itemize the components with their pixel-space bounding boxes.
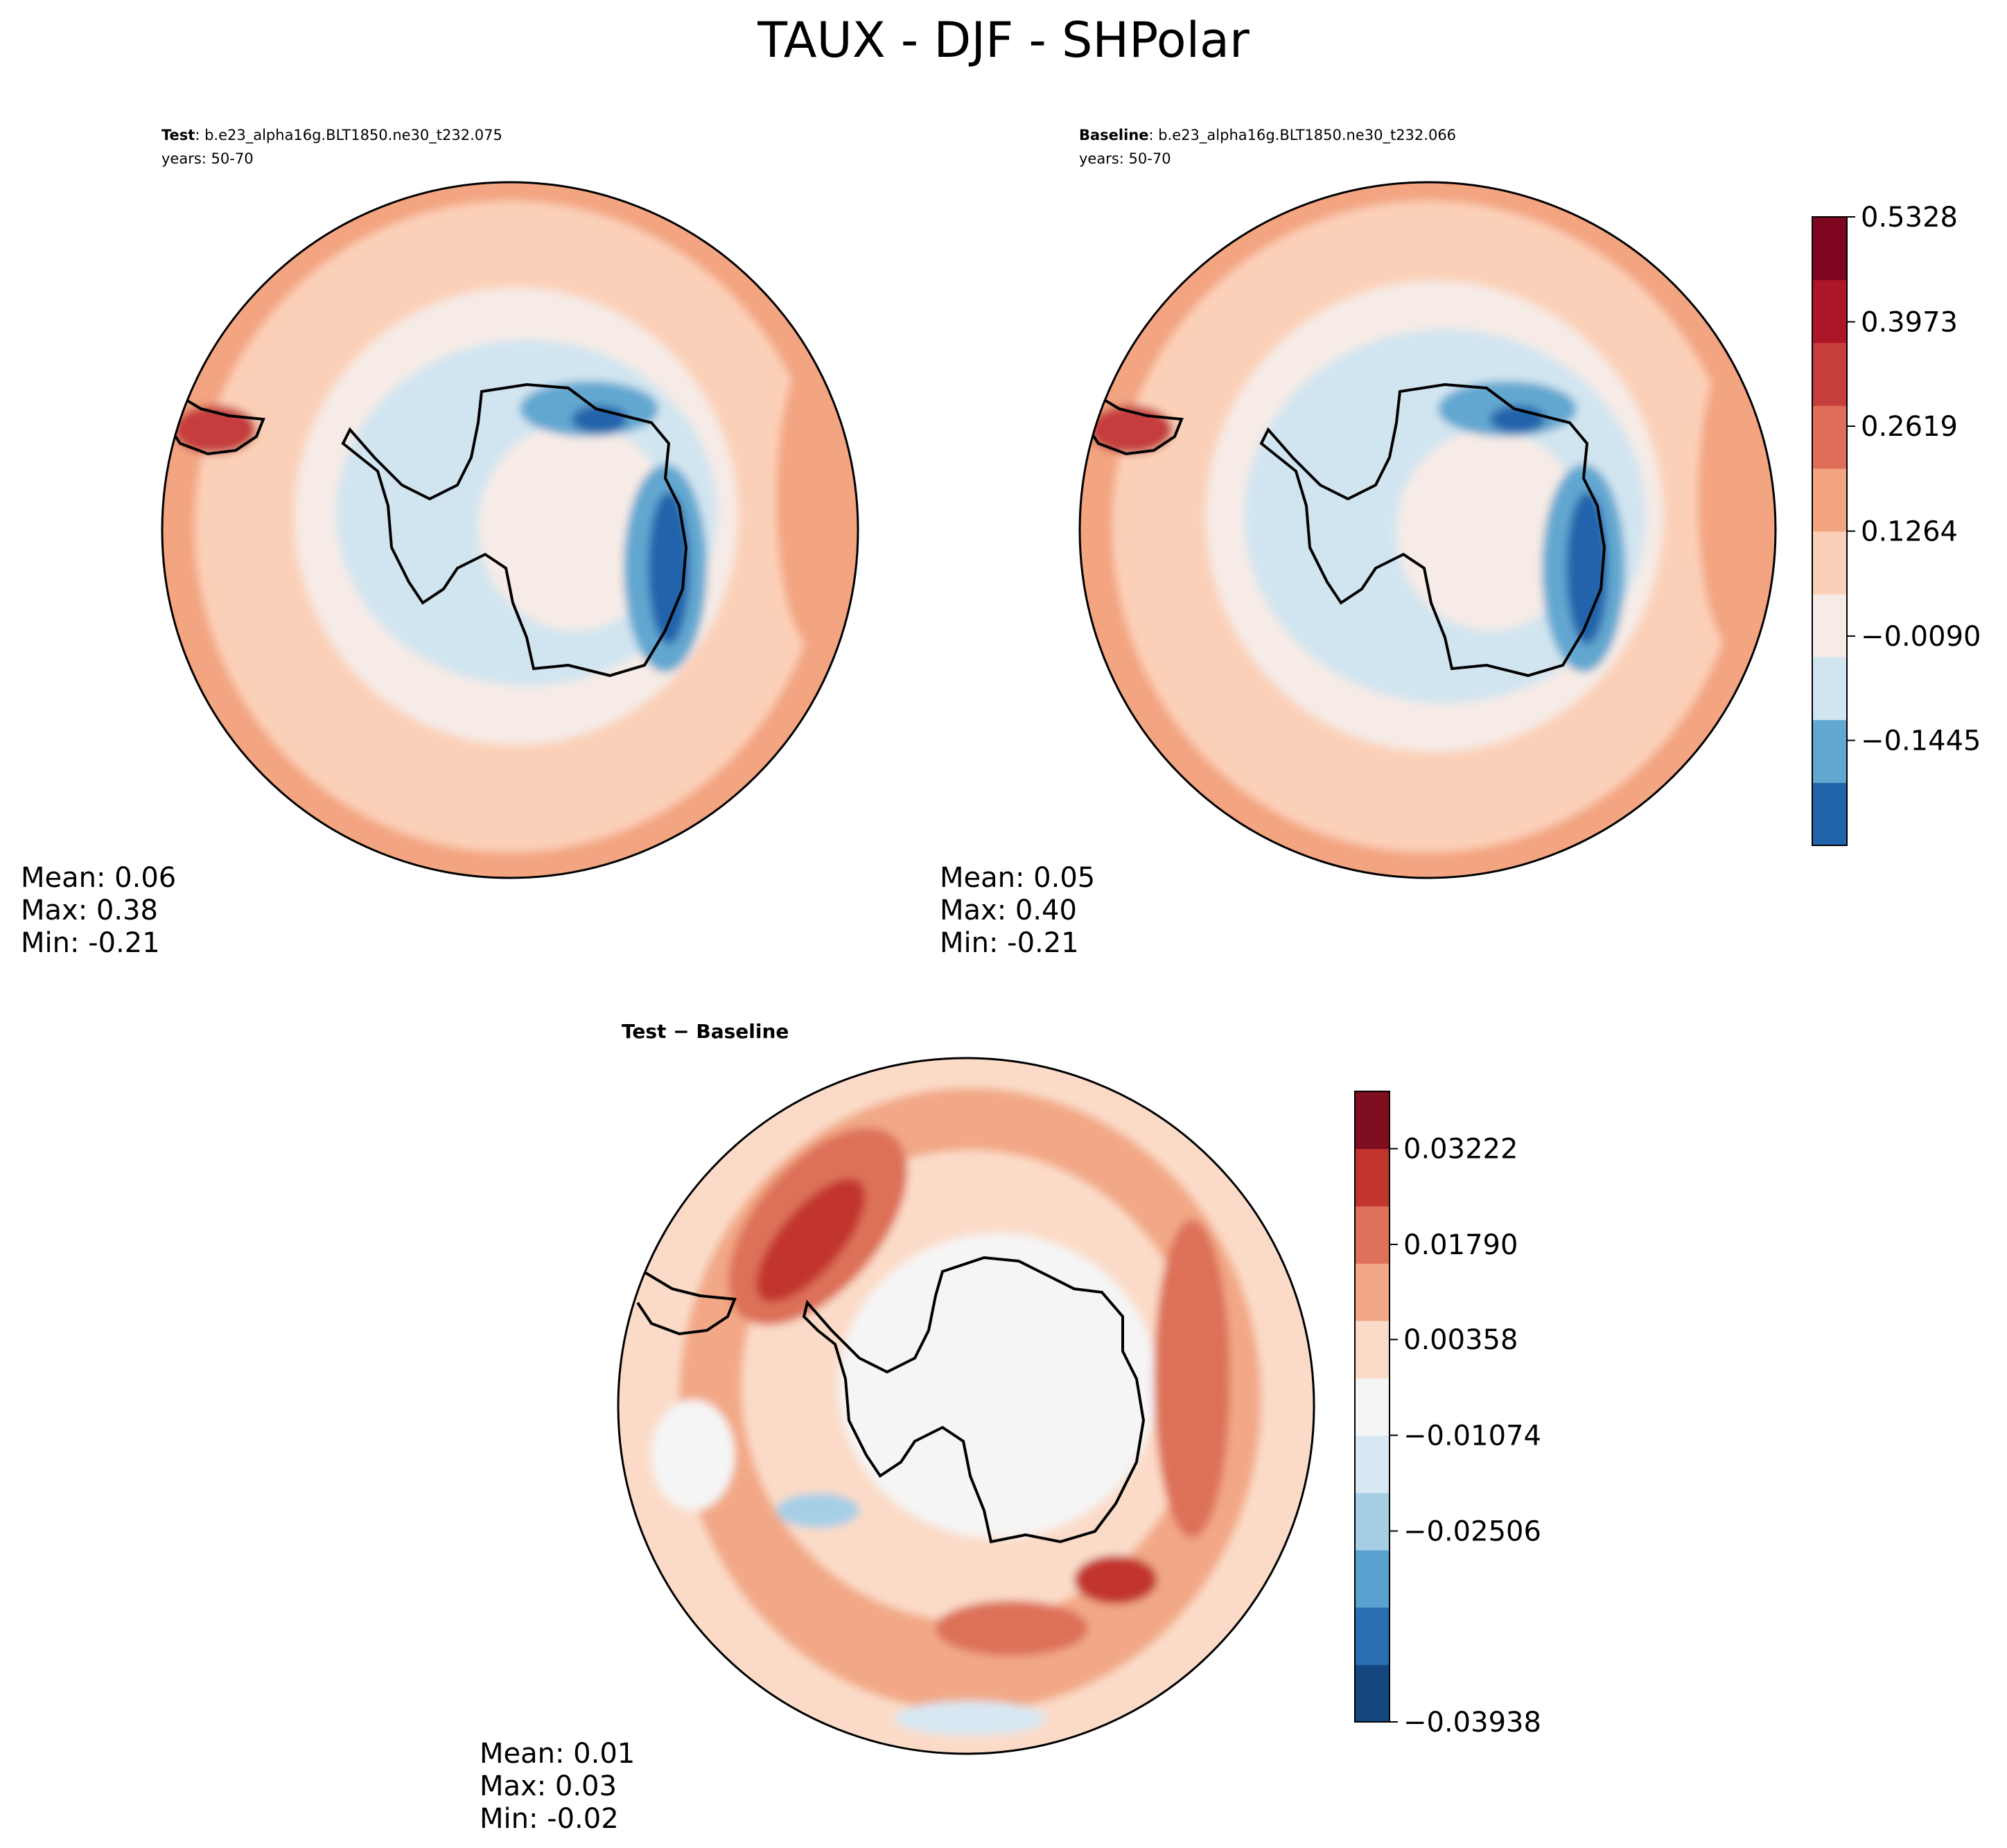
band-red-se <box>1074 1556 1157 1604</box>
panel-difference-label: Test − Baseline <box>622 1020 789 1043</box>
colorbar-tick-label: 0.3973 <box>1861 306 1958 338</box>
colorbar-segment <box>1812 594 1847 658</box>
colorbar-segment <box>1355 1263 1390 1321</box>
map-test-boundary <box>161 181 859 879</box>
map-baseline <box>1080 182 1776 878</box>
stat-mean-difference: Mean: 0.01 <box>480 1738 635 1770</box>
map-difference <box>618 1058 1314 1754</box>
band-outer-east <box>776 346 858 651</box>
colorbar-tick-label: −0.02506 <box>1403 1516 1541 1548</box>
coast-antarctica <box>341 382 688 678</box>
stat-min-difference: Min: -0.02 <box>480 1803 619 1835</box>
colorbar-segment <box>1812 279 1847 343</box>
stat-max-difference: Max: 0.03 <box>480 1770 617 1802</box>
colorbar-tick-label: −0.03938 <box>1403 1707 1541 1739</box>
colorbar-segment <box>1812 342 1847 406</box>
colorbar-segment <box>1355 1206 1390 1264</box>
colorbar-tick-label: −0.1445 <box>1861 725 1981 757</box>
colorbar-segment <box>1355 1148 1390 1207</box>
stat-min-baseline: Min: -0.21 <box>940 927 1079 959</box>
colorbar-segment <box>1355 1320 1390 1379</box>
colorbar-tick-label: 0.00358 <box>1403 1324 1518 1356</box>
coast-antarctica <box>1259 382 1606 678</box>
colorbar-tick-label: 0.1264 <box>1861 516 1958 548</box>
band-red-nw-core <box>756 1178 866 1303</box>
panel-difference: Test − Baseline Mean: 0.01 Max: 0.03 <box>480 1020 1315 1835</box>
colorbar-tick-label: 0.03222 <box>1403 1134 1518 1165</box>
band-interior <box>1396 430 1584 631</box>
colorbar-segment <box>1812 719 1847 783</box>
map-difference-boundary <box>617 1057 1315 1755</box>
colorbar-tick-label: −0.01074 <box>1403 1420 1541 1452</box>
band-red-south <box>936 1601 1088 1656</box>
panel-baseline-label: Baseline: b.e23_alpha16g.BLT1850.ne30_t2… <box>1079 127 1456 144</box>
colorbar-segment <box>1812 405 1847 469</box>
colorbar-tick-label: 0.01790 <box>1403 1229 1518 1261</box>
band-outer-east <box>1698 346 1774 651</box>
colorbar-main: 0.5328 0.3973 0.2619 0.1264 −0.0090 −0.1445 <box>1812 202 1981 846</box>
band-red-east <box>1154 1220 1230 1538</box>
band-blue-east-core <box>1566 492 1608 644</box>
band-neutral-w <box>651 1400 735 1511</box>
panel-baseline: Baseline: b.e23_alpha16g.BLT1850.ne30_t2… <box>940 127 1777 959</box>
map-test <box>162 182 858 878</box>
colorbar-segment <box>1355 1435 1390 1493</box>
band-blue-east-core <box>648 492 690 644</box>
coast-south-america <box>1083 387 1184 456</box>
colorbar-segment <box>1355 1607 1390 1665</box>
map-baseline-boundary <box>1078 181 1777 879</box>
band-blue-w <box>776 1493 859 1528</box>
colorbar-tick-label: −0.0090 <box>1861 621 1981 653</box>
colorbar-segment <box>1812 782 1847 846</box>
coast-south-america <box>165 387 265 456</box>
stat-min-test: Min: -0.21 <box>21 927 160 959</box>
band-antarctica <box>839 1233 1157 1538</box>
colorbar-segment <box>1355 1493 1390 1551</box>
panel-test-years: years: 50-70 <box>161 150 254 167</box>
panel-test: Test: b.e23_alpha16g.BLT1850.ne30_t232.0… <box>21 127 859 959</box>
stat-mean-test: Mean: 0.06 <box>21 862 176 894</box>
colorbar-tick-label: 0.2619 <box>1861 411 1958 443</box>
colorbar-segment <box>1355 1549 1390 1608</box>
coast-antarctica <box>802 1256 1146 1544</box>
stat-mean-baseline: Mean: 0.05 <box>940 862 1095 894</box>
colorbar-frame <box>1354 1091 1390 1723</box>
band-blue-s <box>894 1701 1046 1736</box>
panel-baseline-years: years: 50-70 <box>1079 150 1171 167</box>
colorbar-segment <box>1812 468 1847 532</box>
band-interior <box>478 423 672 631</box>
colorbar-segment <box>1355 1664 1390 1723</box>
colorbar-segment <box>1812 656 1847 721</box>
stat-max-baseline: Max: 0.40 <box>940 895 1077 926</box>
coast-south-america <box>636 1267 737 1336</box>
colorbar-difference: 0.03222 0.01790 0.00358 −0.01074 −0.02506 −0.… <box>1354 1091 1541 1739</box>
colorbar-segment <box>1812 217 1847 281</box>
colorbar-tick-label: 0.5328 <box>1861 202 1958 234</box>
colorbar-segment <box>1355 1091 1390 1150</box>
colorbar-segment <box>1812 531 1847 595</box>
panel-test-label: Test: b.e23_alpha16g.BLT1850.ne30_t232.0… <box>161 127 502 144</box>
stat-max-test: Max: 0.38 <box>21 895 158 926</box>
colorbar-segment <box>1355 1378 1390 1436</box>
figure-title: TAUX - DJF - SHPolar <box>757 12 1250 69</box>
